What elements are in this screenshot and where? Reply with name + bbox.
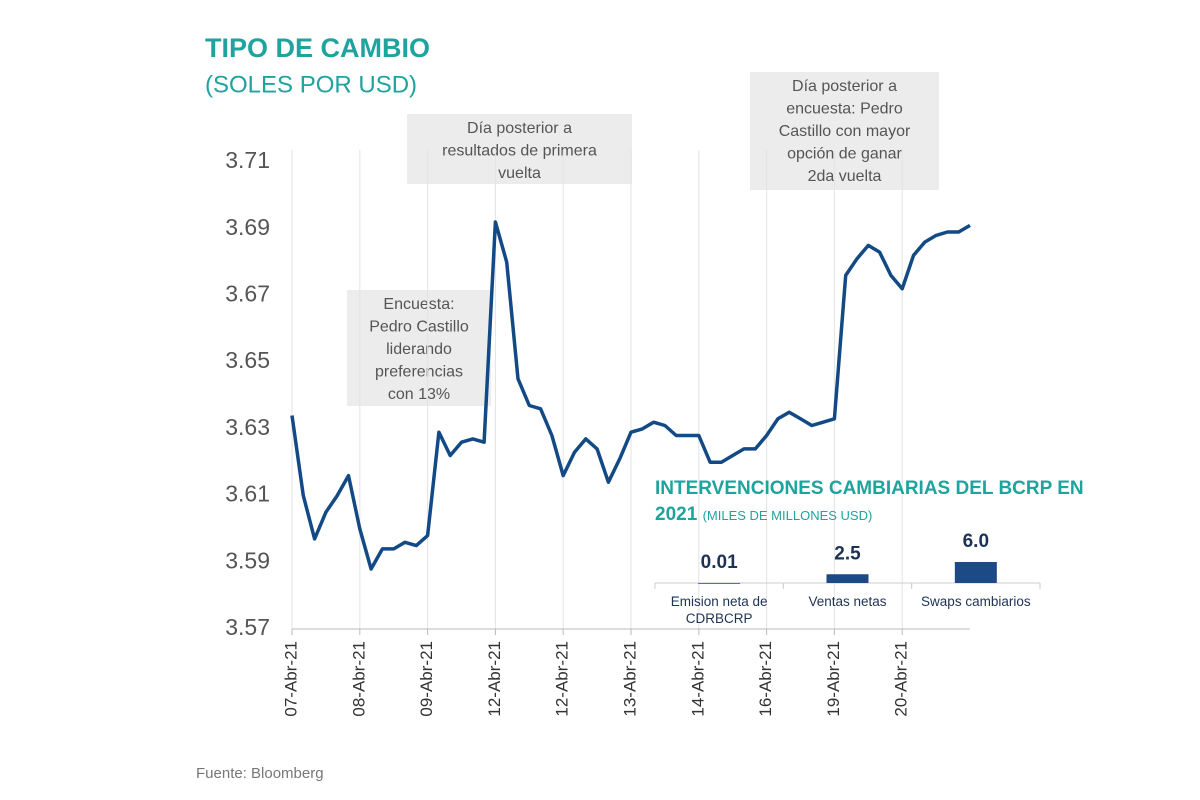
annotation-text: Castillo con mayor	[779, 123, 911, 140]
x-tick-label: 09-Abr-21	[417, 641, 436, 717]
chart-subtitle: (SOLES POR USD)	[205, 71, 417, 98]
bar-label-box: Swaps cambiarios	[921, 594, 1031, 609]
bar-title-box: INTERVENCIONES CAMBIARIAS DEL BCRP EN 20…	[655, 476, 1105, 529]
bar-value-label: 0.01	[701, 552, 738, 573]
x-tick-label: 14-Abr-21	[688, 641, 707, 717]
bar	[826, 574, 869, 583]
annotation-box	[750, 72, 939, 190]
y-tick-label: 3.69	[225, 214, 270, 240]
annotation-box	[407, 114, 632, 184]
bar-label-box: Ventas netas	[808, 594, 887, 609]
annotation-text: resultados de primera	[442, 143, 597, 160]
bar-value-label: 6.0	[963, 531, 989, 552]
annotation-text: opción de ganar	[787, 146, 902, 163]
y-tick-label: 3.67	[225, 281, 270, 307]
x-tick-label: 12-Abr-21	[485, 641, 504, 717]
bar-chart-title: INTERVENCIONES CAMBIARIAS DEL BCRP EN 20…	[655, 478, 1084, 525]
annotation-text: 2da vuelta	[808, 168, 882, 185]
x-tick-label: 19-Abr-21	[824, 641, 843, 717]
bar-label-box: Emision neta de CDRBCRP	[670, 594, 768, 626]
x-tick-label: Swaps cambiarios	[921, 594, 1031, 609]
annotation-text: Día posterior a	[467, 120, 572, 137]
y-tick-label: 3.57	[225, 614, 270, 640]
x-tick-label: Ventas netas	[808, 594, 887, 609]
y-tick-label: 3.63	[225, 414, 270, 440]
bar-chart-subtitle: (MILES DE MILLONES USD)	[702, 508, 873, 523]
x-tick-label: 07-Abr-21	[281, 641, 300, 717]
annotation-text: Día posterior a	[792, 78, 897, 95]
source: Fuente: Bloomberg	[196, 765, 324, 782]
bar-title-wrap: INTERVENCIONES CAMBIARIAS DEL BCRP EN 20…	[655, 476, 1105, 529]
annotation-text: encuesta: Pedro	[786, 101, 903, 118]
y-tick-label: 3.71	[225, 147, 270, 173]
x-tick-label: 08-Abr-21	[349, 641, 368, 717]
y-tick-label: 3.65	[225, 347, 270, 373]
annotation-text: Encuesta:	[383, 296, 454, 313]
x-tick-label: 13-Abr-21	[620, 641, 639, 717]
line-series	[290, 220, 971, 571]
annotation-text: liderando	[386, 341, 452, 358]
y-tick-label: 3.59	[225, 547, 270, 573]
annotation-text: con 13%	[388, 386, 450, 403]
bar	[954, 562, 997, 583]
annotation-box	[347, 290, 491, 406]
annotation-text: preferencias	[375, 364, 463, 381]
x-tick-label: 12-Abr-21	[553, 641, 572, 717]
chart-title: TIPO DE CAMBIO	[205, 33, 430, 63]
annotation-text: vuelta	[498, 165, 541, 182]
x-tick-label: 16-Abr-21	[756, 641, 775, 717]
bar	[698, 582, 741, 584]
x-tick-label: Emision neta de CDRBCRP	[670, 594, 768, 626]
bar-value-label: 2.5	[834, 543, 861, 564]
annotation-text: Pedro Castillo	[369, 319, 469, 336]
y-tick-label: 3.61	[225, 481, 270, 507]
x-tick-label: 20-Abr-21	[892, 641, 911, 717]
